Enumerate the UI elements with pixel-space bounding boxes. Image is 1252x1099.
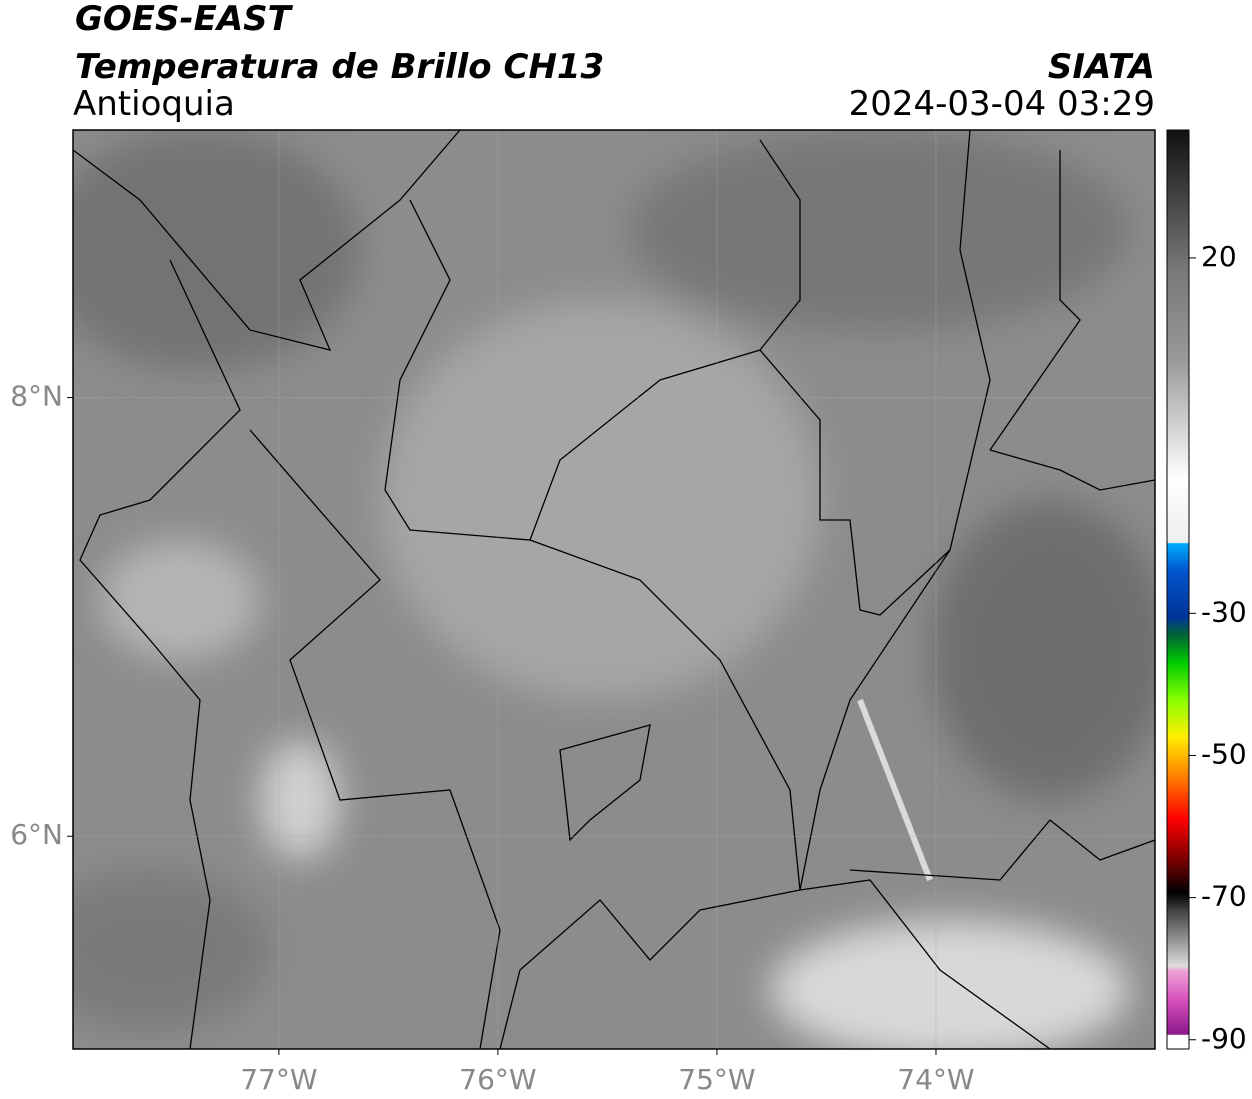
y-tick-label: 8°N [10,380,63,413]
y-tick-label: 6°N [10,818,63,851]
colorbar-tick-label: -70 [1201,880,1247,913]
title: GOES-EAST [75,0,294,39]
x-tick-label: 74°W [897,1063,974,1096]
graticule [73,130,1155,1049]
source: SIATA [1048,47,1155,87]
colorbar-tick-label: -30 [1201,595,1247,628]
map-image [73,130,1155,1049]
map-frame [72,129,1156,1050]
datetime: 2024-03-04 03:29 [849,84,1155,124]
colorbar-tick-label: -50 [1201,737,1247,770]
x-tick-label: 77°W [240,1063,317,1096]
x-tick-label: 75°W [678,1063,755,1096]
subtitle: Temperatura de Brillo CH13 [75,47,604,87]
colorbar [1166,129,1190,1050]
region: Antioquia [73,84,235,124]
colorbar-tick-label: -90 [1201,1022,1247,1055]
colorbar-tick-label: 20 [1201,240,1237,273]
x-tick-label: 76°W [459,1063,536,1096]
